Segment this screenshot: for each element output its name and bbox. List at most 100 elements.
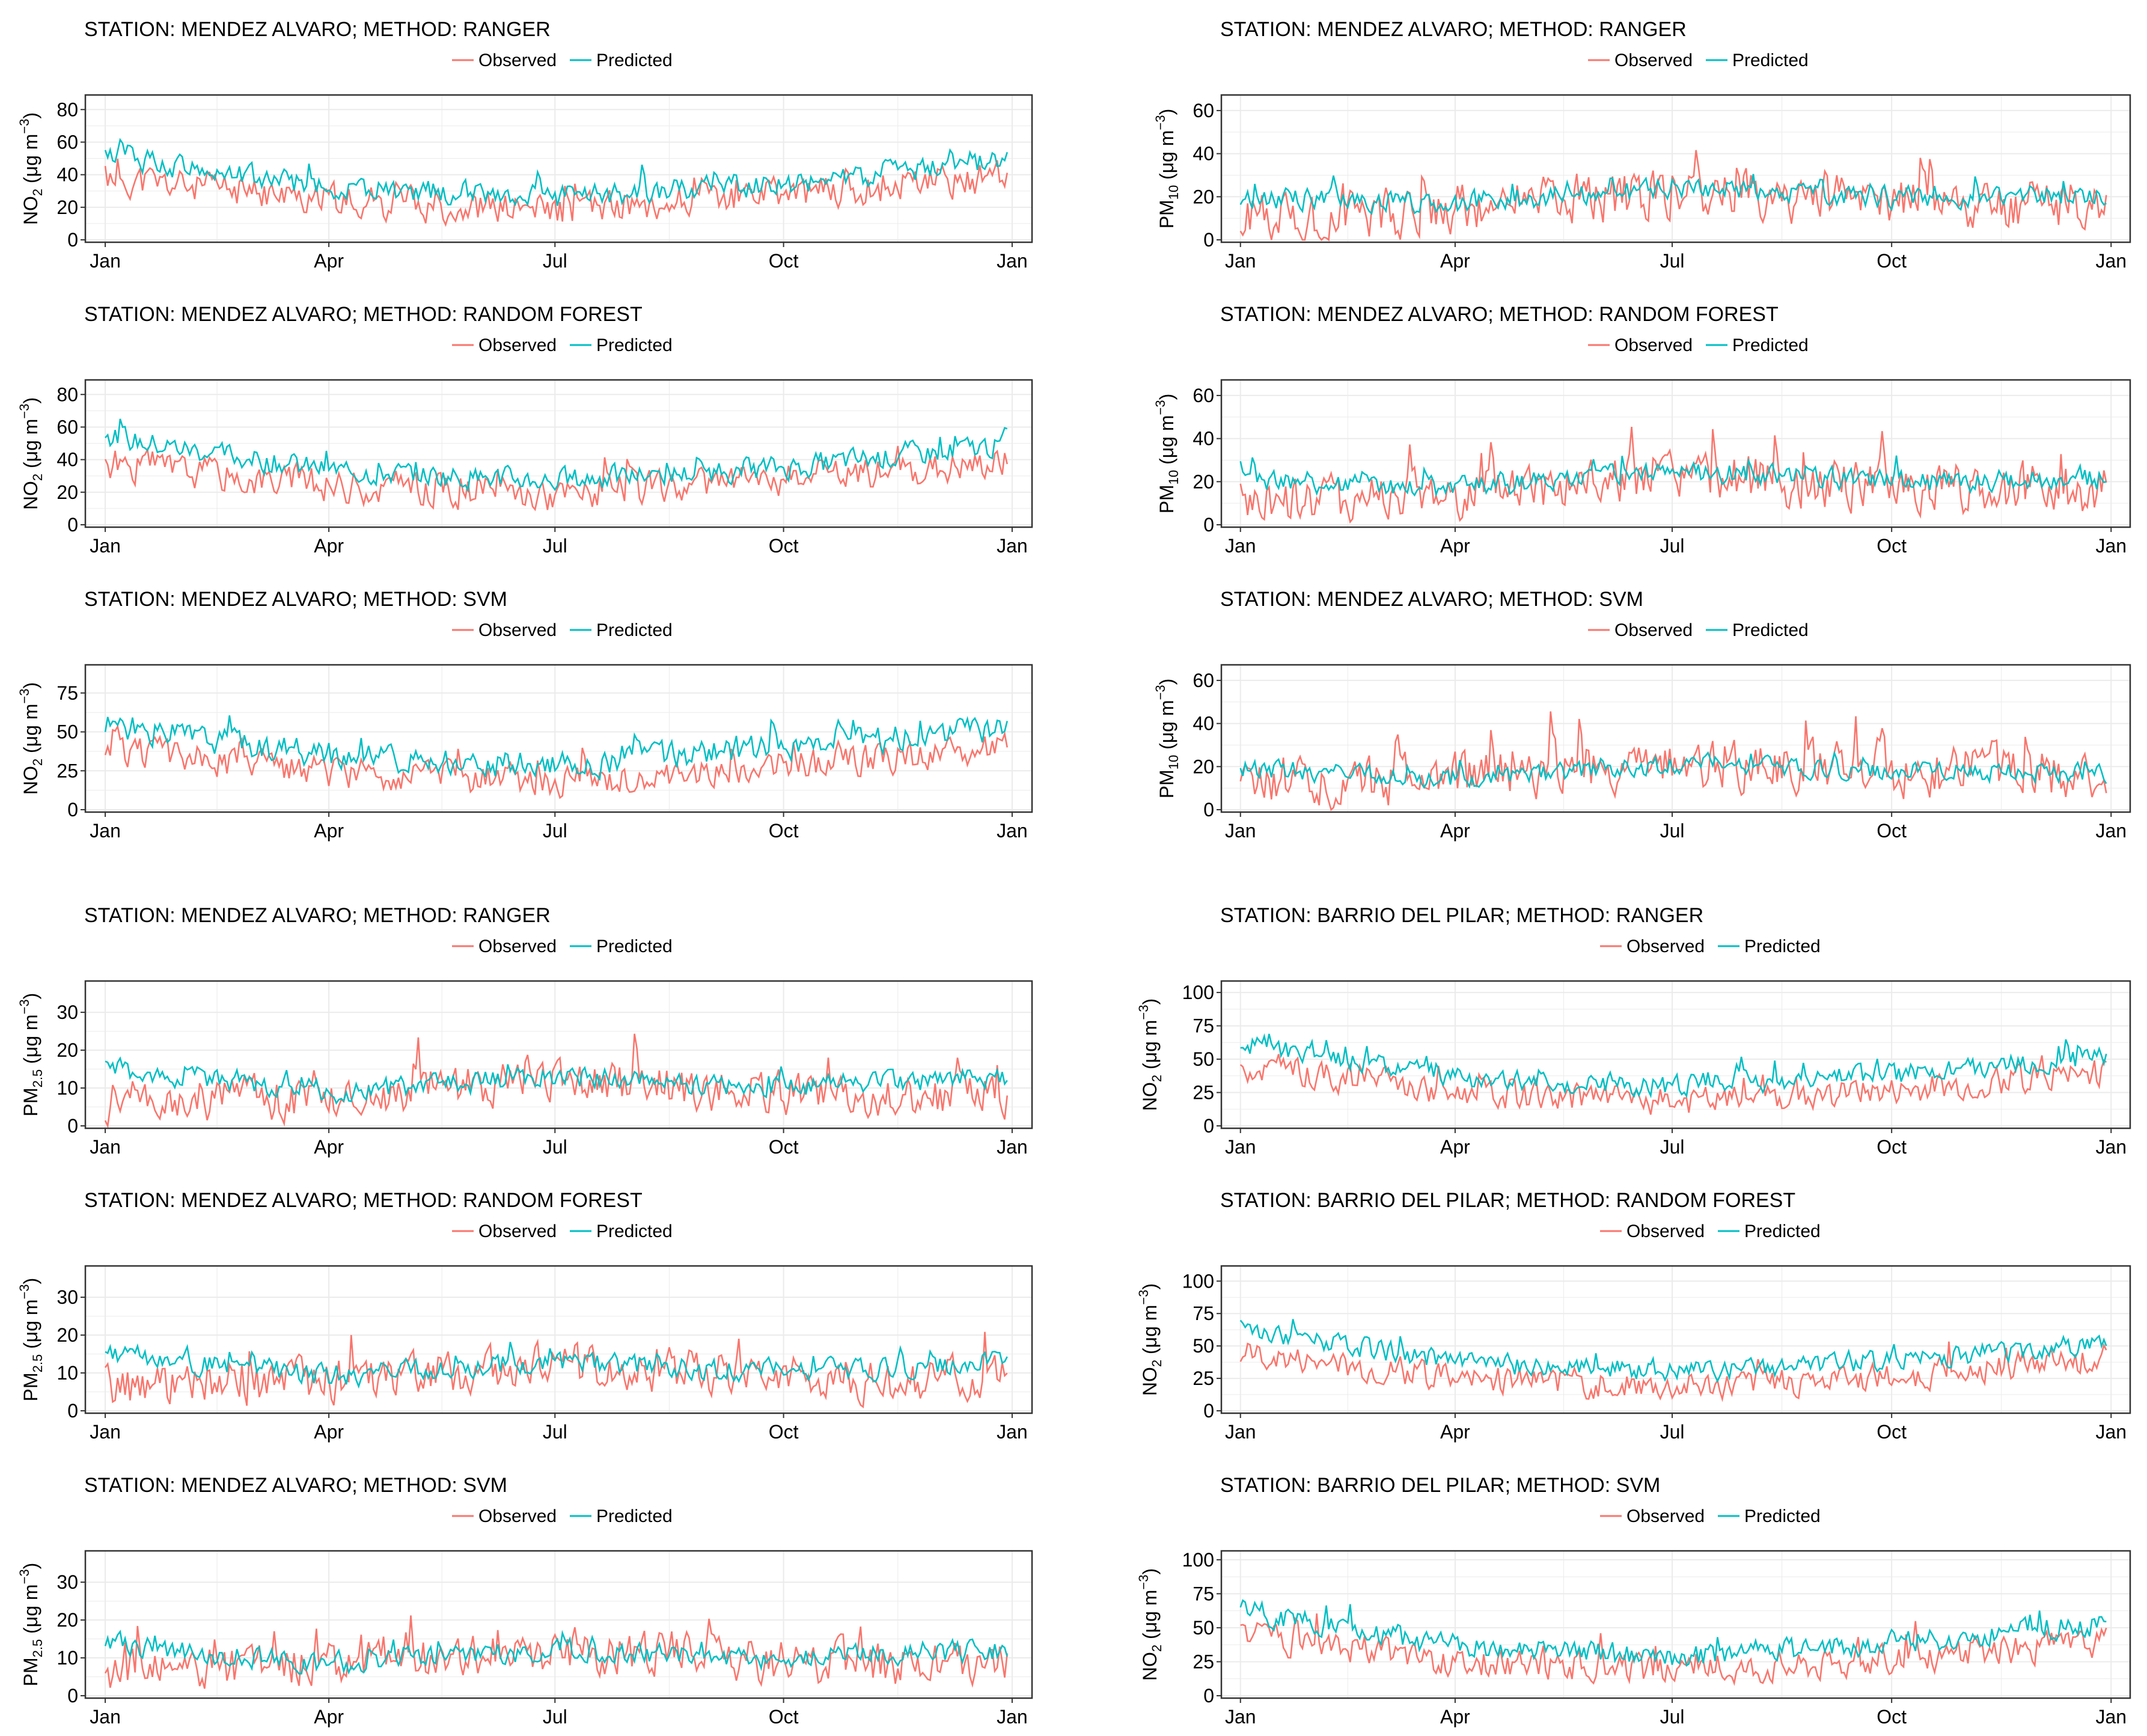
- y-tick-label: 20: [1193, 756, 1214, 777]
- y-tick-label: 60: [1193, 100, 1214, 121]
- y-axis-label-superscript: −3: [17, 1284, 32, 1299]
- y-tick-label: 0: [1203, 799, 1214, 821]
- x-tick-label: Oct: [769, 1136, 799, 1158]
- chart-title: STATION: MENDEZ ALVARO; METHOD: RANDOM F…: [1220, 303, 1779, 326]
- series-line-predicted: [105, 1056, 1008, 1105]
- panel-border: [1220, 94, 2131, 243]
- chart-title: STATION: BARRIO DEL PILAR; METHOD: RANDO…: [1220, 1189, 1795, 1212]
- plot-area: [85, 1266, 1032, 1413]
- panel-border: [1220, 379, 2131, 528]
- y-axis-label-unit: (μg m: [20, 419, 41, 474]
- y-tick-label: 60: [1193, 670, 1214, 691]
- y-tick-label: 0: [1203, 514, 1214, 536]
- x-tick-label: Apr: [1440, 250, 1470, 272]
- x-tick-label: Apr: [314, 1706, 344, 1728]
- y-axis-label-close: ): [20, 682, 41, 689]
- legend-observed-label: Observed: [478, 620, 557, 640]
- y-tick-label: 75: [1193, 1303, 1214, 1324]
- chart-panel-11: STATION: MENDEZ ALVARO; METHOD: SVM Obser…: [17, 1474, 1033, 1728]
- x-tick-label: Jan: [2095, 820, 2127, 842]
- x-tick-label: Apr: [1440, 1136, 1470, 1158]
- panel-border: [1220, 1550, 2131, 1699]
- y-axis-label: PM10 (μg m−3): [1153, 109, 1181, 229]
- y-axis-label: NO2 (μg m−3): [17, 397, 45, 510]
- x-tick-label: Jul: [1660, 1706, 1685, 1728]
- chart-title: STATION: MENDEZ ALVARO; METHOD: SVM: [84, 588, 507, 611]
- panel-border: [1220, 1265, 2131, 1414]
- x-tick-label: Jan: [997, 250, 1028, 272]
- series-line-predicted: [1239, 750, 2107, 789]
- y-axis-label-main: NO: [1139, 1082, 1161, 1111]
- y-tick-label: 60: [56, 416, 78, 438]
- y-axis-label-close: ): [1139, 1283, 1161, 1290]
- series-line-predicted: [1240, 1033, 2107, 1099]
- y-axis-label-subscript: 2: [1149, 1360, 1164, 1367]
- legend-predicted-label: Predicted: [596, 1506, 673, 1526]
- x-tick-label: Jul: [543, 1421, 567, 1443]
- y-axis-label: PM10 (μg m−3): [1153, 394, 1181, 514]
- y-tick-label: 20: [1193, 186, 1214, 207]
- series-line-observed: [104, 445, 1008, 512]
- legend-observed-label: Observed: [478, 50, 557, 70]
- y-tick-label: 10: [56, 1077, 78, 1099]
- y-tick-label: 0: [67, 1400, 78, 1422]
- series-line-predicted: [1239, 455, 2107, 498]
- legend-observed-label: Observed: [478, 335, 557, 355]
- legend-observed-label: Observed: [478, 1506, 557, 1526]
- chart-title: STATION: MENDEZ ALVARO; METHOD: RANGER: [1220, 18, 1687, 41]
- y-tick-label: 20: [56, 1324, 78, 1346]
- x-tick-label: Oct: [1877, 250, 1907, 272]
- y-tick-label: 50: [1193, 1048, 1214, 1070]
- series-line-observed: [104, 159, 1008, 227]
- chart-panel-1: STATION: MENDEZ ALVARO; METHOD: RANGER Ob…: [17, 18, 1033, 272]
- y-axis-label-close: ): [1156, 394, 1177, 400]
- series-line-predicted: [1239, 174, 2107, 215]
- x-tick-label: Oct: [769, 820, 799, 842]
- x-tick-label: Oct: [769, 1706, 799, 1728]
- y-axis-label-superscript: −3: [17, 1569, 32, 1584]
- y-tick-label: 20: [1193, 471, 1214, 492]
- x-tick-label: Jan: [1225, 535, 1256, 557]
- y-axis-label-main: PM: [20, 1657, 41, 1686]
- y-tick-label: 20: [56, 197, 78, 218]
- y-axis-label-close: ): [20, 993, 41, 1000]
- y-axis-label: NO2 (μg m−3): [1136, 1568, 1164, 1681]
- series-line-observed: [1239, 150, 2107, 242]
- y-axis-label-superscript: −3: [1136, 1289, 1151, 1304]
- y-axis-label-unit: (μg m: [20, 1299, 41, 1354]
- y-axis-label-main: PM: [20, 1087, 41, 1116]
- x-tick-label: Apr: [314, 1421, 344, 1443]
- x-tick-label: Apr: [314, 250, 344, 272]
- plot-area: [1221, 665, 2130, 812]
- x-tick-label: Oct: [1877, 1136, 1907, 1158]
- y-axis-label: PM10 (μg m−3): [1153, 679, 1181, 799]
- panel-border: [1220, 664, 2131, 813]
- x-tick-label: Jan: [1225, 250, 1256, 272]
- plot-area: [85, 380, 1032, 527]
- y-axis-label-superscript: −3: [17, 403, 32, 418]
- chart-panel-8: STATION: BARRIO DEL PILAR; METHOD: RANGE…: [1136, 904, 2131, 1158]
- y-tick-label: 50: [1193, 1617, 1214, 1639]
- y-tick-label: 20: [56, 481, 78, 503]
- x-tick-label: Jan: [997, 1136, 1028, 1158]
- x-tick-label: Oct: [769, 250, 799, 272]
- x-tick-label: Jan: [90, 535, 121, 557]
- x-tick-label: Apr: [1440, 820, 1470, 842]
- chart-panel-2: STATION: MENDEZ ALVARO; METHOD: RANGER Ob…: [1153, 18, 2131, 272]
- x-tick-label: Jan: [2095, 1136, 2127, 1158]
- x-tick-label: Jan: [90, 820, 121, 842]
- y-tick-label: 100: [1182, 982, 1214, 1003]
- chart-panel-5: STATION: MENDEZ ALVARO; METHOD: SVM Obser…: [17, 588, 1033, 842]
- legend-predicted-label: Predicted: [1744, 1221, 1821, 1241]
- y-axis-label-close: ): [1139, 998, 1161, 1005]
- y-axis-label-main: NO: [20, 766, 41, 795]
- y-tick-label: 20: [56, 1609, 78, 1631]
- x-tick-label: Apr: [1440, 1706, 1470, 1728]
- y-tick-label: 75: [1193, 1015, 1214, 1037]
- y-axis-label-close: ): [20, 1278, 41, 1285]
- x-tick-label: Jan: [1225, 1706, 1256, 1728]
- y-tick-label: 80: [56, 384, 78, 405]
- panel-border: [84, 94, 1033, 243]
- y-axis-label-subscript: 2.5: [30, 1354, 45, 1373]
